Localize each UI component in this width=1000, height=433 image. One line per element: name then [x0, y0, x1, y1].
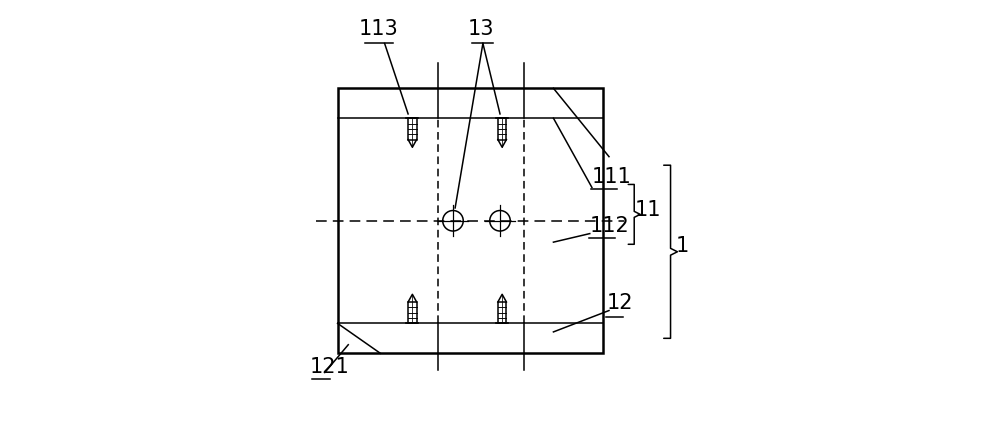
Text: 111: 111 [592, 167, 632, 187]
Bar [498, 118, 506, 139]
Text: 121: 121 [310, 357, 350, 377]
Bar [408, 118, 417, 139]
Bar [498, 302, 506, 323]
Bar [408, 302, 417, 323]
Text: 113: 113 [358, 19, 398, 39]
Text: 112: 112 [590, 216, 630, 236]
Text: 1: 1 [675, 236, 689, 256]
Text: 11: 11 [635, 200, 661, 220]
Text: 13: 13 [468, 19, 494, 39]
Bar [338, 88, 603, 353]
Text: 12: 12 [607, 293, 633, 313]
